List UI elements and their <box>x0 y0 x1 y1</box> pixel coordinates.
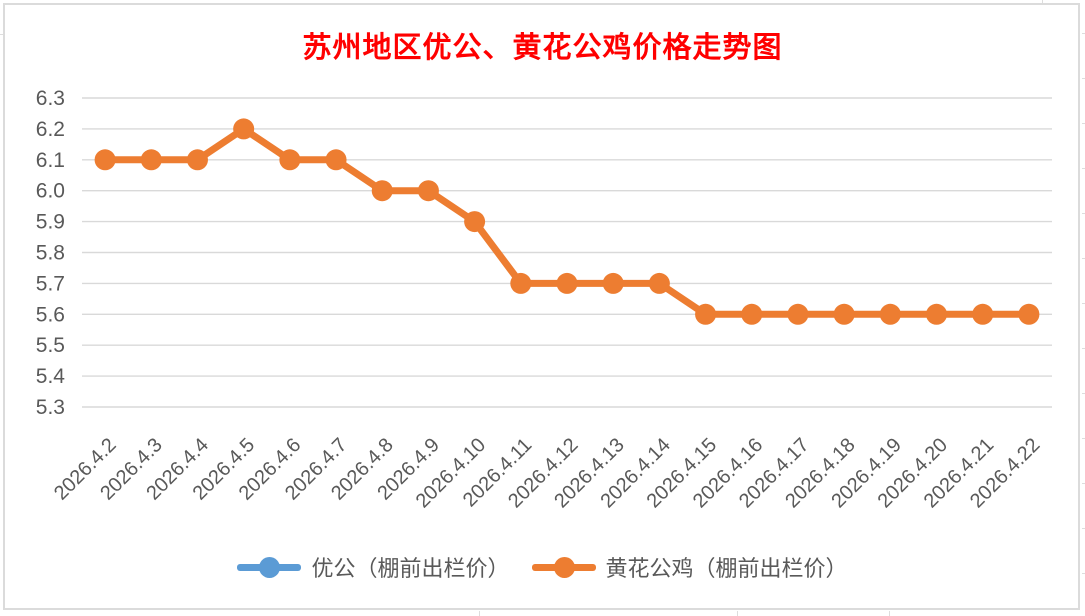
y-axis-label: 6.2 <box>36 118 65 141</box>
data-point-marker[interactable] <box>556 272 578 294</box>
data-point-marker[interactable] <box>602 272 624 294</box>
data-point-marker[interactable] <box>371 180 393 202</box>
data-point-marker[interactable] <box>648 272 670 294</box>
legend-swatch-1 <box>531 556 596 578</box>
data-point-marker[interactable] <box>695 303 717 325</box>
worksheet-gridline-tick-bottom <box>479 611 480 616</box>
y-axis-label: 5.8 <box>36 242 65 265</box>
data-point-marker[interactable] <box>833 303 855 325</box>
data-point-marker[interactable] <box>510 272 532 294</box>
y-axis-label: 6.3 <box>36 87 65 110</box>
data-point-marker[interactable] <box>464 211 486 233</box>
worksheet-gridline-ticks-right <box>1082 33 1085 603</box>
data-point-marker[interactable] <box>186 149 208 171</box>
legend-marker-icon <box>553 556 575 578</box>
worksheet-gridline-tick-left <box>0 34 3 35</box>
legend-item-yougong[interactable]: 优公（棚前出栏价） <box>237 551 510 583</box>
y-axis-label: 5.4 <box>36 365 66 388</box>
data-point-marker[interactable] <box>972 303 994 325</box>
worksheet-gridline-tick-top <box>1042 0 1043 3</box>
y-axis-label: 5.9 <box>36 211 65 234</box>
data-point-marker[interactable] <box>787 303 809 325</box>
data-point-marker[interactable] <box>233 118 255 140</box>
data-point-marker[interactable] <box>140 149 162 171</box>
data-point-marker[interactable] <box>325 149 347 171</box>
worksheet-gridline-tick-bottom <box>737 611 738 616</box>
legend-item-huanghua[interactable]: 黄花公鸡（棚前出栏价） <box>531 551 848 583</box>
y-axis-label: 5.5 <box>36 334 65 357</box>
legend-swatch-0 <box>237 556 302 578</box>
y-axis-label: 6.1 <box>36 149 65 172</box>
y-axis-label: 5.3 <box>36 396 65 419</box>
y-axis-label: 6.0 <box>36 180 65 203</box>
chart-title: 苏州地区优公、黄花公鸡价格走势图 <box>302 32 783 64</box>
y-axis-label: 5.7 <box>36 272 65 295</box>
legend: 优公（棚前出栏价） 黄花公鸡（棚前出栏价） <box>0 551 1085 583</box>
data-point-marker[interactable] <box>1018 303 1040 325</box>
data-point-marker[interactable] <box>741 303 763 325</box>
chart-frame[interactable] <box>3 3 1080 610</box>
legend-marker-icon <box>259 556 281 578</box>
data-point-marker[interactable] <box>879 303 901 325</box>
legend-label: 黄花公鸡（棚前出栏价） <box>605 556 848 581</box>
data-point-marker[interactable] <box>417 180 439 202</box>
worksheet-gridline-tick-bottom <box>889 611 890 616</box>
legend-label: 优公（棚前出栏价） <box>311 556 510 581</box>
y-axis-label: 5.6 <box>36 303 65 326</box>
data-point-marker[interactable] <box>926 303 948 325</box>
data-point-marker[interactable] <box>94 149 116 171</box>
data-point-marker[interactable] <box>279 149 301 171</box>
